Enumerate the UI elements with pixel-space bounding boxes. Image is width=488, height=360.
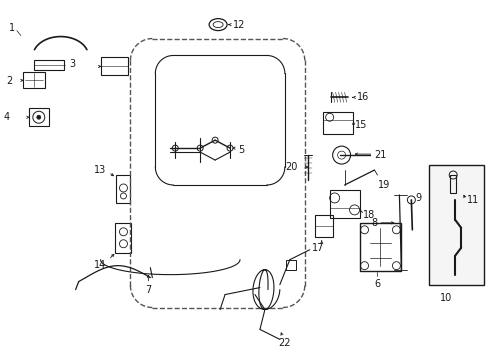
Text: 18: 18 [362, 210, 374, 220]
Bar [34, 60, 63, 71]
Text: 7: 7 [145, 284, 151, 294]
Bar [329, 190, 359, 218]
Bar [23, 72, 45, 88]
Text: 21: 21 [374, 150, 386, 160]
Text: 13: 13 [94, 165, 106, 175]
Bar [322, 112, 352, 134]
Bar [285, 260, 295, 270]
Text: 12: 12 [233, 19, 245, 30]
Text: 22: 22 [278, 338, 290, 348]
Bar [428, 165, 483, 285]
Text: 5: 5 [238, 145, 244, 155]
Text: 14: 14 [94, 260, 106, 270]
Text: 17: 17 [311, 243, 323, 253]
Text: 4: 4 [4, 112, 10, 122]
Text: 16: 16 [356, 92, 368, 102]
Bar [101, 58, 128, 75]
Text: 11: 11 [466, 195, 478, 205]
Text: 3: 3 [69, 59, 76, 69]
Text: 10: 10 [439, 293, 451, 302]
Text: 2: 2 [6, 76, 12, 86]
Text: 15: 15 [354, 120, 366, 130]
Text: 9: 9 [414, 193, 421, 203]
Bar [449, 175, 455, 193]
Text: 20: 20 [285, 162, 297, 172]
Text: 6: 6 [374, 279, 380, 289]
Bar [115, 223, 131, 253]
Text: 1: 1 [9, 23, 15, 33]
Text: 8: 8 [370, 218, 377, 228]
Bar [29, 108, 49, 126]
Bar [116, 175, 130, 203]
Bar [359, 223, 401, 271]
Bar [314, 215, 332, 237]
Text: 19: 19 [377, 180, 389, 190]
Circle shape [37, 115, 41, 119]
